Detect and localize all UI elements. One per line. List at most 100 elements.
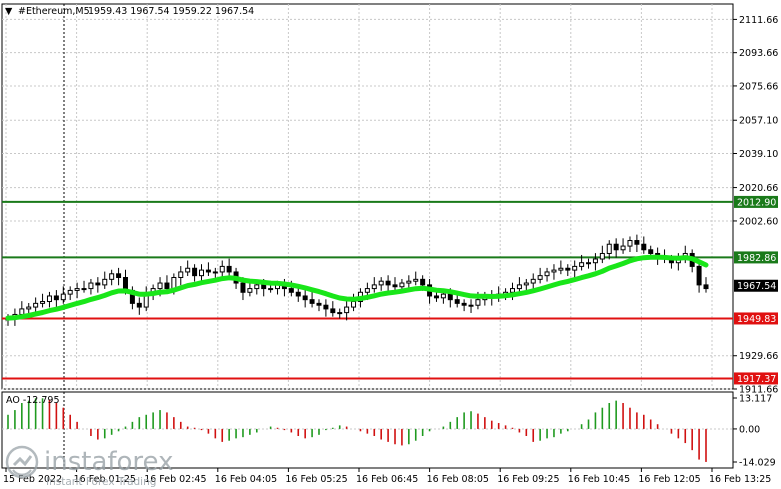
candle-body [641,243,647,251]
candle-body [309,299,315,304]
candle-body [371,284,377,290]
price-tick-label: 2002.60 [739,216,778,227]
candle-body [330,308,336,314]
candle-body [392,284,398,288]
candle-body [33,302,39,308]
level-1982-tag-label: 1982.86 [737,253,776,264]
time-tick-label: 16 Feb 12:05 [638,474,700,485]
ao-tick-label: 0.00 [739,424,760,435]
time-axis: 15 Feb 2022 16 Feb 01:25 16 Feb 02:45 16 Fe… [3,468,771,485]
price-panel[interactable] [1,3,734,468]
level-2012-tag-label: 2012.90 [737,197,776,208]
price-tick-label: 2075.66 [739,81,778,92]
candle-body [254,284,260,290]
candle-body [116,273,122,278]
current-price-tag [734,279,778,292]
candle-body [240,282,246,293]
candle-body [268,288,274,291]
level-1917-tag-label: 1917.37 [737,374,776,385]
candle-body [199,269,205,277]
ao-tick-label: -14.029 [739,458,776,469]
candle-body [171,276,177,290]
candle-body [212,271,218,274]
level-1982-tag [734,251,778,264]
candle-body [226,265,232,273]
candle-body [337,312,343,315]
horizontal-levels[interactable] [2,200,733,380]
candle-body [599,252,605,260]
candle-body [95,282,101,286]
time-grid [5,4,713,389]
candle-body [247,288,253,293]
level-1949-tag [734,312,778,325]
time-tick-label: 16 Feb 04:05 [215,474,277,485]
ao-tick-label: 13.117 [739,394,772,405]
candle-body [696,265,702,286]
candle-body [88,282,94,290]
time-tick-label: 15 Feb 2022 [3,474,62,485]
candle-body [454,299,460,304]
candle-body [316,302,322,306]
time-tick-label: 16 Feb 10:45 [568,474,630,485]
candle-body [523,282,529,286]
candle-body [703,284,709,290]
ao-panel-frame [1,391,734,469]
time-tick-label: 16 Feb 02:45 [144,474,206,485]
instaforex-logo-icon [5,445,39,479]
candle-body [620,245,626,251]
price-tick-label: 1929.66 [739,351,778,362]
candle-body [40,301,46,304]
candle-body [192,267,198,277]
candle-body [74,288,80,291]
dropdown-arrow-icon[interactable]: ▼ [5,6,13,17]
candle-body [102,278,108,286]
watermark-tagline: Instant Forex Trading [46,476,156,488]
candle-body [323,304,329,310]
candle-body [136,302,142,308]
candle-body [530,278,536,284]
level-2012-tag [734,195,778,208]
candle-body [60,293,66,301]
time-tick-label: 16 Feb 13:25 [709,474,771,485]
candle-body [475,299,481,306]
candle-body [344,306,350,314]
price-tick-label: 2111.66 [739,15,778,26]
price-tick-label: 2057.10 [739,116,778,127]
candle-body [26,306,32,310]
candle-body [219,265,225,273]
price-grid [2,18,733,390]
candle-body [447,293,453,301]
candle-body [164,282,170,290]
candle-body [592,258,598,264]
moving-average-line [5,254,709,321]
candle-body [364,288,370,293]
time-tick-label: 16 Feb 09:25 [497,474,559,485]
ao-axis: 13.117 0.00 -14.029 [733,394,776,469]
instaforex-watermark: instaforex Instant Forex Trading [5,445,173,488]
price-tick-label: 2039.10 [739,149,778,160]
candle-body [420,278,426,286]
level-1917-tag [734,372,778,385]
candle-body [205,269,211,273]
price-tick-label: 2093.66 [739,48,778,59]
candle-body [178,271,184,278]
candle-body [572,265,578,271]
candle-body [586,262,592,265]
candle-body [261,284,267,290]
awesome-oscillator-panel[interactable]: AO -12.795 [1,391,734,469]
candle-body [579,262,585,267]
price-axis: 2111.66 2093.66 2075.66 2057.10 2039.10 2020.… [733,15,778,396]
symbol-label: #Ethereum,M5 [18,6,90,17]
candle-body [558,267,564,271]
time-tick-label: 16 Feb 05:25 [285,474,347,485]
price-tick-label: 2020.66 [739,183,778,194]
candle-body [440,293,446,299]
candle-body [157,282,163,290]
candle-body [648,249,654,254]
candle-body [544,271,550,277]
candle-body [385,280,391,286]
candle-body [378,280,384,286]
candle-body [67,289,73,295]
